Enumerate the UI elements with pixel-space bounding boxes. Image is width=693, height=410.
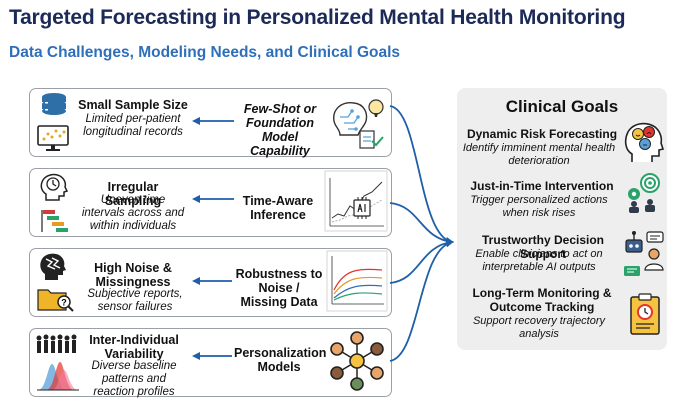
challenge-desc-2: Uneven time intervals across and within …: [81, 194, 185, 232]
challenge-title-2: Irregular Sampling: [104, 180, 162, 208]
challenge-title-3: High Noise & Missingness: [94, 261, 172, 289]
goal-desc-3: Enable clinicians to act on interpretabl…: [475, 248, 603, 273]
target-people-icon: [628, 173, 660, 213]
challenge-title-1: Small Sample Size: [78, 98, 188, 112]
arrow-goal-2: [389, 202, 454, 246]
challenge-box-1: [29, 88, 392, 157]
brain-circuit-icon: [333, 99, 384, 149]
arrow-goal-4: [389, 239, 454, 362]
folder-search-icon: ?: [37, 289, 74, 312]
arrow-goal-1: [389, 105, 454, 245]
goal-desc-2: Trigger personalized actions when risk r…: [470, 194, 608, 219]
arrow-goal-3: [389, 238, 454, 284]
challenge-desc-1: Limited per-patient longitudinal records: [83, 113, 183, 138]
challenge-box-4: [29, 328, 392, 397]
clinical-goals-title: Clinical Goals: [505, 97, 619, 116]
page-subtitle: Data Challenges, Modeling Needs, and Cli…: [9, 44, 401, 61]
database-icon: [42, 93, 66, 115]
head-noise-icon: [40, 253, 66, 280]
goal-title-1: Dynamic Risk Forecasting: [466, 127, 618, 141]
goal-desc-4: Support recovery trajectory analysis: [472, 315, 606, 340]
goal-title-3: Trustworthy Decision Support: [481, 233, 605, 261]
goal-desc-1: Identify imminent mental health deterior…: [462, 142, 616, 167]
head-clock-icon: [40, 173, 69, 201]
challenge-title-4: Inter-Individual Variability: [89, 333, 179, 361]
goal-title-2: Just-in-Time Intervention: [470, 179, 614, 193]
need-1: Few-Shot or Foundation Model Capability: [243, 102, 317, 158]
svg-text:?: ?: [61, 298, 67, 308]
need-4: Personalization Models: [234, 346, 327, 374]
need-3: Robustness to Noise / Missing Data: [235, 267, 323, 309]
network-icon: [330, 331, 384, 391]
challenge-desc-4: Diverse baseline patterns and reaction p…: [91, 360, 177, 398]
head-emotions-icon: [624, 122, 664, 162]
need-2: Time-Aware Inference: [242, 194, 314, 222]
line-chart-icon: [324, 170, 388, 232]
noise-curves-icon: [326, 250, 388, 312]
page-title: Targeted Forecasting in Personalized Men…: [9, 6, 626, 29]
timeline-icon: [41, 210, 68, 232]
distribution-curves: [37, 362, 79, 391]
crowd-distribution-icon: [36, 334, 77, 353]
challenge-desc-3: Subjective reports, sensor failures: [87, 288, 183, 313]
monitor-chart-icon: [37, 125, 69, 151]
robot-clinician-icon: [624, 231, 664, 276]
goal-title-4: Long-Term Monitoring & Outcome Tracking: [472, 286, 612, 314]
clipboard-clock-icon: [630, 293, 660, 335]
